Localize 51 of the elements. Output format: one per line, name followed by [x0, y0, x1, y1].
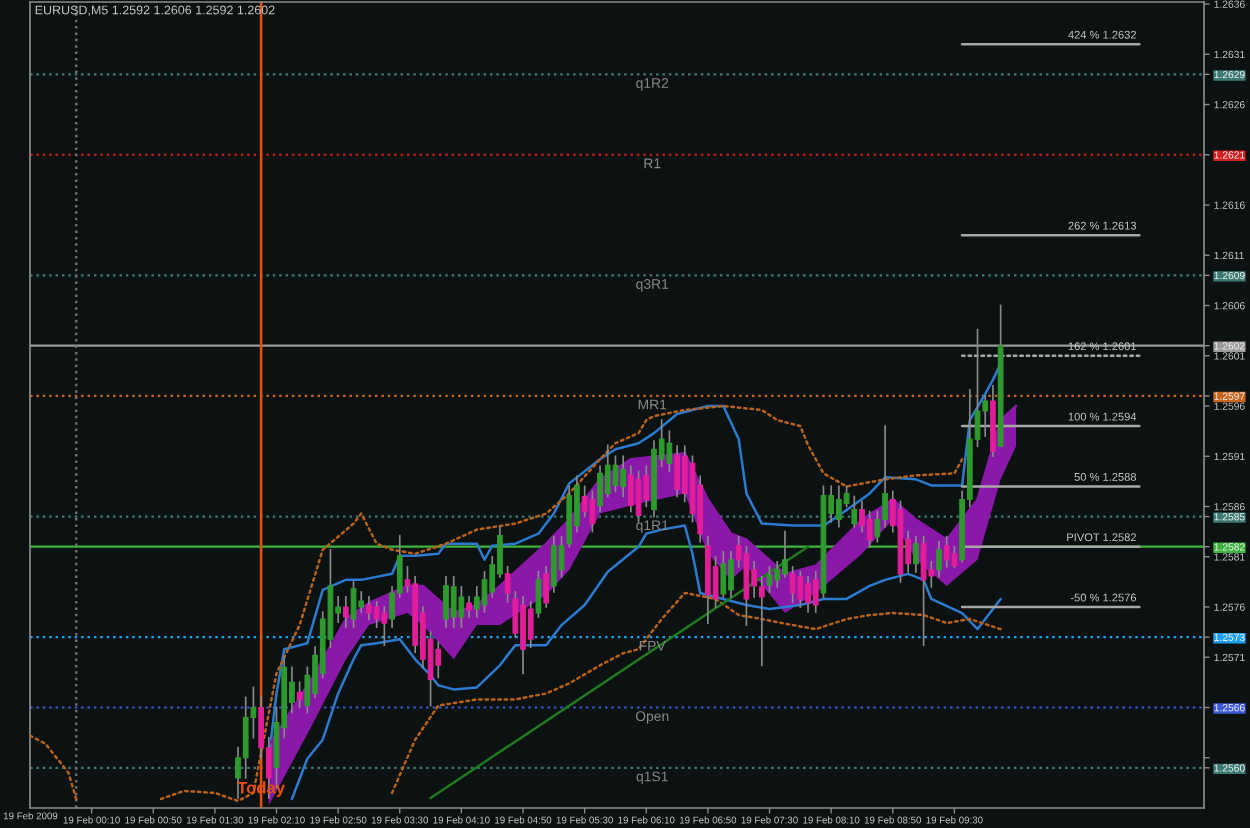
candlestick — [604, 444, 611, 498]
candlestick — [520, 596, 526, 675]
candlestick — [782, 530, 788, 578]
candlestick — [342, 596, 349, 628]
candlestick — [473, 586, 480, 618]
candlestick — [766, 565, 773, 593]
candlestick — [366, 596, 372, 620]
line-series — [30, 734, 78, 801]
candlestick — [450, 576, 457, 628]
candlestick — [581, 485, 588, 518]
candlestick — [543, 565, 549, 608]
candlestick — [789, 565, 796, 603]
candlestick — [381, 606, 388, 647]
candlestick — [527, 601, 534, 649]
candlestick — [358, 591, 365, 613]
candlestick — [628, 465, 634, 513]
candlestick — [612, 455, 619, 493]
candlestick — [458, 586, 465, 628]
candlestick — [674, 445, 680, 498]
candlestick — [797, 570, 804, 608]
candlestick — [913, 535, 919, 573]
candlestick — [774, 560, 781, 588]
candlestick — [728, 550, 734, 598]
candlestick — [866, 510, 873, 548]
candlestick — [835, 485, 842, 528]
candlestick — [920, 535, 927, 647]
candlestick — [859, 500, 865, 533]
candlestick — [982, 395, 989, 437]
candlestick — [812, 570, 819, 613]
candlestick — [620, 455, 627, 498]
candlestick — [242, 696, 249, 779]
candlestick — [443, 576, 449, 628]
candlestick — [481, 570, 488, 613]
candlestick — [589, 490, 596, 533]
candlestick — [936, 540, 942, 578]
candlestick — [373, 601, 380, 628]
candlestick — [296, 681, 303, 709]
candlestick — [943, 535, 950, 568]
candlestick — [466, 596, 472, 618]
candlestick — [720, 550, 727, 598]
candlestick — [851, 495, 858, 528]
candlestick — [805, 576, 811, 613]
candlestick — [751, 560, 757, 598]
candlestick — [350, 581, 357, 628]
candlestick — [643, 465, 650, 508]
candlestick — [635, 470, 642, 523]
candlestick — [597, 465, 603, 513]
candlestick — [758, 576, 765, 667]
candlestick — [435, 641, 442, 679]
candlestick — [550, 535, 557, 593]
line-series — [290, 524, 1002, 801]
